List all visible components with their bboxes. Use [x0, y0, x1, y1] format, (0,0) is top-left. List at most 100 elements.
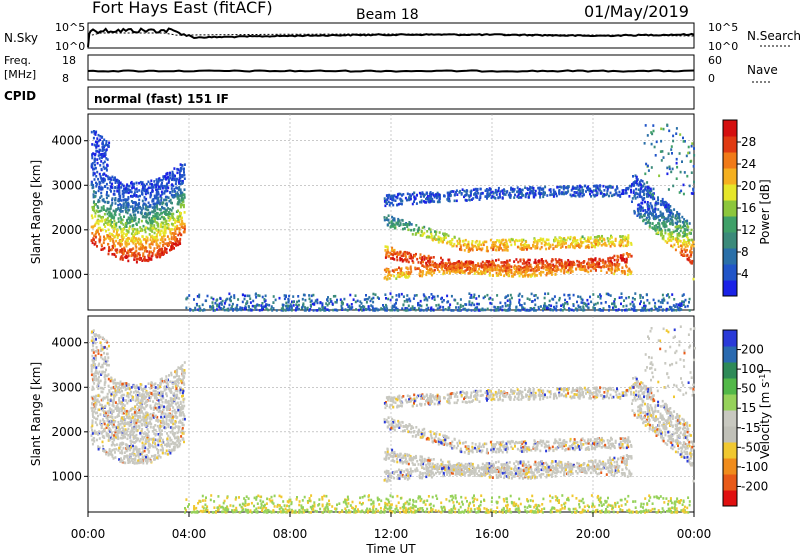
range-cell	[231, 302, 234, 306]
range-cell	[168, 179, 171, 183]
range-cell	[684, 245, 687, 249]
range-cell	[662, 216, 665, 219]
range-cell	[150, 250, 152, 254]
range-cell	[521, 188, 524, 192]
range-cell	[120, 230, 123, 233]
range-cell	[662, 298, 665, 302]
range-cell	[114, 197, 117, 200]
range-cell	[121, 248, 123, 251]
range-cell	[656, 309, 659, 312]
range-cell	[228, 303, 231, 307]
range-cell	[97, 206, 100, 210]
range-cell	[91, 164, 94, 168]
range-cell	[671, 232, 674, 236]
range-cell	[261, 305, 264, 309]
range-cell	[147, 180, 150, 184]
range-cell	[94, 215, 97, 218]
range-cell	[386, 194, 389, 197]
range-cell	[153, 247, 156, 250]
range-cell	[459, 262, 462, 265]
range-cell	[639, 209, 642, 212]
range-cell	[610, 264, 613, 268]
range-cell	[612, 193, 615, 197]
range-cell	[147, 186, 150, 190]
range-cell	[567, 294, 570, 297]
range-cell	[467, 194, 470, 197]
range-cell	[223, 308, 226, 312]
range-cell	[303, 309, 306, 312]
range-cell	[658, 224, 661, 227]
range-cell	[523, 302, 526, 305]
range-cell	[474, 241, 477, 244]
range-cell	[105, 143, 107, 147]
range-cell	[466, 263, 468, 267]
range-cell	[502, 238, 505, 242]
range-cell	[130, 195, 132, 198]
range-cell	[94, 235, 97, 239]
range-cell	[97, 177, 100, 181]
range-cell	[150, 258, 153, 261]
range-cell	[624, 191, 627, 195]
range-cell	[513, 273, 516, 276]
range-cell	[91, 205, 94, 209]
range-cell	[246, 294, 249, 298]
range-cell	[550, 260, 553, 263]
range-cell	[363, 298, 366, 301]
range-cell	[679, 304, 682, 308]
range-cell	[100, 153, 103, 156]
range-cell	[467, 240, 470, 244]
range-cell	[602, 242, 605, 246]
range-cell	[434, 233, 437, 236]
range-cell	[265, 303, 268, 306]
range-cell	[139, 229, 142, 233]
range-cell	[219, 307, 222, 311]
range-cell	[129, 225, 131, 228]
range-cell	[440, 256, 442, 260]
range-cell	[599, 297, 602, 300]
range-cell	[514, 309, 517, 312]
range-cell	[533, 237, 536, 240]
range-cell	[140, 245, 143, 248]
range-cell	[447, 265, 450, 268]
range-cell	[508, 305, 511, 309]
range-cell	[391, 308, 394, 312]
range-cell	[179, 166, 182, 170]
range-cell	[133, 236, 135, 239]
range-cell	[521, 194, 524, 197]
range-cell	[391, 197, 394, 201]
range-cell	[482, 296, 485, 300]
range-cell	[164, 208, 167, 212]
range-cell	[479, 247, 482, 251]
range-cell	[413, 254, 416, 258]
range-cell	[642, 209, 645, 212]
range-cell	[399, 271, 402, 275]
range-cell	[599, 259, 602, 262]
range-cell	[610, 236, 613, 239]
range-cell	[183, 230, 186, 234]
range-cell	[541, 264, 544, 267]
range-cell	[163, 190, 166, 193]
range-cell	[525, 266, 528, 269]
range-cell	[120, 235, 123, 238]
range-cell	[552, 247, 555, 251]
range-cell	[505, 191, 508, 194]
range-cell	[471, 240, 474, 243]
range-cell	[418, 304, 421, 307]
range-cell	[404, 255, 407, 259]
range-cell	[407, 223, 409, 226]
range-cell	[441, 258, 444, 262]
range-cell	[429, 268, 431, 272]
range-cell	[108, 237, 111, 240]
range-cell	[160, 229, 163, 232]
range-cell	[383, 218, 386, 222]
range-cell	[429, 228, 432, 231]
range-cell	[534, 193, 537, 196]
range-cell	[616, 258, 618, 262]
range-cell	[521, 306, 524, 309]
range-cell	[119, 257, 122, 261]
range-cell	[94, 157, 96, 161]
range-cell	[397, 252, 400, 255]
range-cell	[572, 293, 575, 297]
range-cell	[103, 167, 106, 170]
range-cell	[152, 199, 155, 203]
